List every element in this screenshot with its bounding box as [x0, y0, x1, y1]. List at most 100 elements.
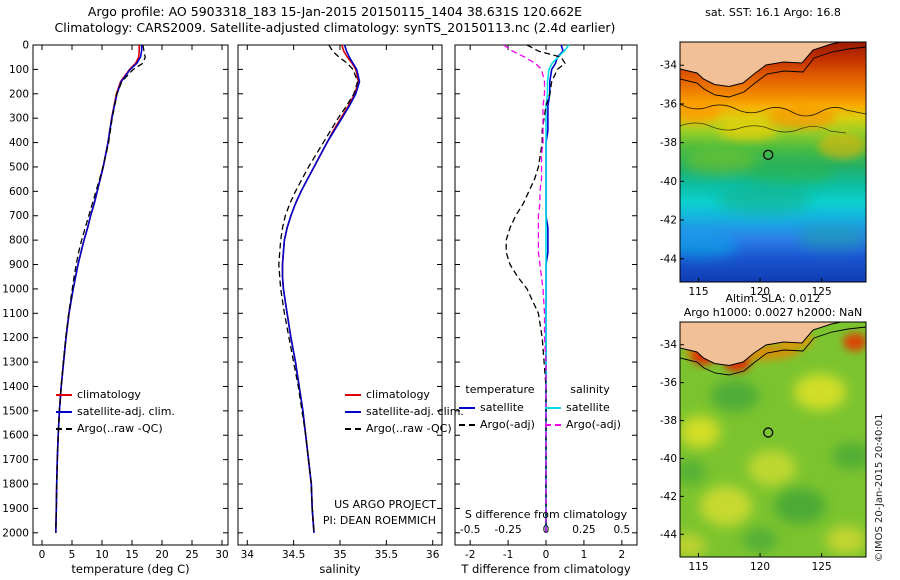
series-climatology [55, 45, 140, 533]
tick-label: -0.5 [460, 524, 481, 536]
tick-label: -34 [660, 339, 677, 351]
figure-title-line1: Argo profile: AO 5903318_183 15-Jan-2015… [87, 4, 583, 19]
tick-label: 36 [426, 549, 440, 561]
us-argo-project-annotation: US ARGO PROJECT [334, 498, 436, 511]
imos-watermark: ©IMOS 20-Jan-2015 20:40:01 [874, 413, 885, 562]
tick-label: -36 [660, 98, 677, 110]
sla-coast-contour [680, 326, 866, 376]
tick-label: 600 [9, 186, 29, 198]
float-position-marker [763, 427, 774, 438]
tick-label: 1600 [2, 430, 29, 442]
tick-label: 10 [95, 549, 108, 561]
series-temperature-argo-adj- [505, 44, 566, 533]
tick-label: 25 [185, 549, 198, 561]
legend-item-climatology: climatology [56, 386, 175, 403]
tick-label: -44 [660, 253, 677, 265]
tick-label: 400 [9, 137, 29, 149]
tick-label: -0.25 [494, 524, 521, 536]
argo-line-sample [345, 427, 361, 430]
sst-front-contour-2 [680, 122, 847, 134]
salinity-column-header: salinity [570, 383, 610, 396]
series-satellite-adj-clim- [55, 45, 143, 533]
legend-label: Argo(..raw -QC) [77, 422, 163, 435]
argo-line-sample [56, 427, 72, 430]
legend-item-climatology: climatology [345, 386, 464, 403]
series-satellite-adj-clim- [281, 44, 361, 533]
sla-map-title-line2: Argo h1000: 0.0027 h2000: NaN [683, 306, 863, 319]
series-climatology [281, 44, 360, 533]
difference-panel: -2 -1 0 1 2-0.5 -0.25 0 0.25 0.5 [454, 44, 638, 561]
tick-label: 2000 [2, 527, 29, 539]
land-australia-2 [680, 322, 844, 367]
legend-label: satellite-adj. clim. [77, 405, 175, 418]
tick-label: 0 [22, 40, 29, 52]
legend-label: climatology [77, 388, 141, 401]
temperature-panel: 0 5 10 15 20 25 300100200300400500600700800900… [2, 40, 228, 562]
tick-label: 1400 [2, 381, 29, 393]
tick-label: -38 [660, 415, 677, 427]
t-difference-axis-label: T difference from climatology [461, 562, 631, 576]
tick-label: -42 [660, 491, 677, 503]
plot-box [32, 44, 229, 546]
tick-label: -40 [660, 176, 677, 188]
tick-label: 0 [543, 549, 550, 561]
climatology-line-sample [56, 393, 72, 396]
legend-item-argo: Argo(..raw -QC) [345, 420, 464, 437]
tick-label: 34 [241, 549, 255, 561]
legend-label: satellite [566, 401, 610, 414]
tick-label: 115 [688, 286, 708, 298]
climatology-line-sample [345, 393, 361, 396]
legend-label: climatology [366, 388, 430, 401]
salinity-panel: 34 34.5 35 35.5 36 [237, 44, 443, 561]
tick-label: 0.25 [572, 524, 595, 536]
difference-legend-temperature-column: temperature satellite Argo(-adj) [459, 383, 541, 433]
t-argo-line-sample [459, 423, 475, 426]
tick-label: 125 [812, 561, 832, 573]
tick-label: 1 [581, 549, 588, 561]
tick-label: 1500 [2, 405, 29, 417]
legend-label: Argo(-adj) [480, 418, 535, 431]
figure-title-line2: Climatology: CARS2009. Satellite-adjuste… [54, 20, 616, 35]
sst-map-field [680, 42, 866, 282]
sla-map-axes: 115 120 125 -34 -36 -38 -40 -42 -44 [660, 321, 867, 573]
series-salinity-argo-adj- [503, 44, 547, 533]
sst-coast-contour [680, 46, 866, 98]
tick-label: 120 [750, 286, 770, 298]
tick-label: 300 [9, 113, 29, 125]
tick-label: 2 [618, 549, 625, 561]
tick-label: 1700 [2, 454, 29, 466]
tick-label: 1900 [2, 503, 29, 515]
tick-label: 1100 [2, 308, 29, 320]
tick-label: 15 [125, 549, 138, 561]
tick-label: 800 [9, 235, 29, 247]
satellite-line-sample [345, 410, 361, 413]
tick-label: -2 [465, 549, 475, 561]
tick-label: -34 [660, 60, 677, 72]
legend-label: satellite [480, 401, 524, 414]
legend-item-s-argo: Argo(-adj) [545, 416, 635, 433]
series-argo-raw-qc- [278, 44, 359, 533]
tick-label: 120 [750, 561, 770, 573]
tick-label: 1800 [2, 479, 29, 491]
legend-label: Argo(..raw -QC) [366, 422, 452, 435]
legend-item-satellite-adj: satellite-adj. clim. [56, 403, 175, 420]
tick-label: 200 [9, 88, 29, 100]
tick-label: -42 [660, 215, 677, 227]
tick-label: 500 [9, 161, 29, 173]
t-satellite-line-sample [459, 406, 475, 409]
legend-item-s-satellite: satellite [545, 399, 635, 416]
tick-label: 35.5 [375, 549, 398, 561]
series-temperature-satellite [545, 44, 564, 533]
sst-front-contour [680, 103, 866, 117]
tick-label: 34.5 [282, 549, 305, 561]
legend-item-satellite-adj: satellite-adj. clim. [345, 403, 464, 420]
legend-item-t-satellite: satellite [459, 399, 541, 416]
tick-label: 0.5 [613, 524, 630, 536]
legend-label: satellite-adj. clim. [366, 405, 464, 418]
satellite-line-sample [56, 410, 72, 413]
s-difference-axis-label: S difference from climatology [464, 508, 628, 521]
tick-label: -40 [660, 453, 677, 465]
tick-label: 100 [9, 64, 29, 76]
sst-map-axes: 115 120 125 -34 -36 -38 -40 -42 -44 [660, 41, 867, 298]
